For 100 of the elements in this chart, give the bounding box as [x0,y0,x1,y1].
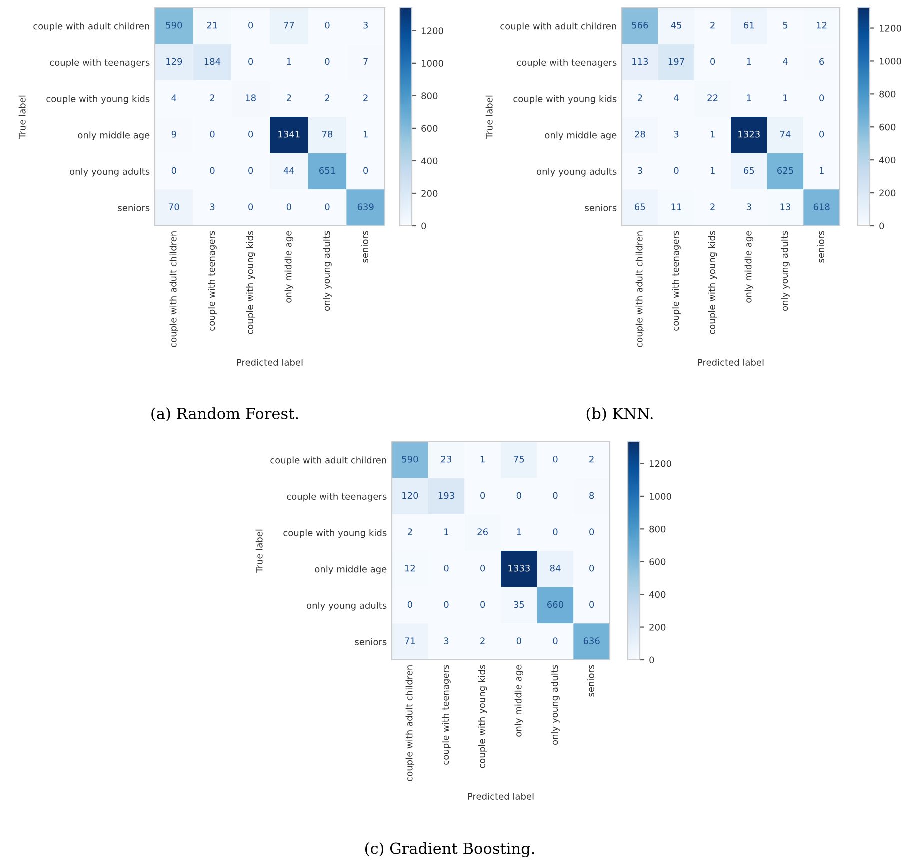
data-label: 0 [444,564,449,572]
y-tick-label: seniors [355,638,387,646]
data-label: 2 [590,456,594,463]
data-label: 12 [817,22,827,29]
data-label: 1333 [508,564,530,572]
color-bar-label: 800 [650,526,666,533]
data-label: 1 [480,456,485,463]
y-axis-title: True label [486,96,493,139]
color-bar-label: 200 [422,190,438,198]
y-tick-label: couple with teenagers [287,493,387,502]
data-label: 1 [444,528,449,536]
data-label: 0 [444,601,449,608]
y-tick-label: seniors [585,204,617,212]
color-bar-label: 200 [650,624,666,631]
data-label: 0 [325,58,330,66]
data-label: 12 [405,564,416,572]
y-tick-label: couple with teenagers [50,59,150,68]
x-tick-label: seniors [817,231,824,263]
color-bar-label: 200 [880,190,896,197]
y-tick-label: couple with young kids [46,95,150,104]
data-label: 0 [820,130,824,138]
data-label: 2 [480,638,485,644]
x-tick-label: only middle age [744,231,754,303]
data-label: 651 [320,167,336,174]
color-bar-label: 1200 [650,460,672,468]
y-tick-label: couple with adult children [270,456,386,466]
data-label: 0 [553,456,558,463]
x-tick-label: couple with teenagers [208,231,217,331]
data-label: 35 [514,601,524,608]
x-axis-title: Predicted label [698,358,764,366]
data-label: 184 [204,58,221,66]
data-label: 1 [710,131,715,138]
data-label: 21 [207,22,218,29]
data-label: 639 [358,204,374,210]
data-label: 74 [780,131,791,138]
x-axis-title: Predicted label [237,358,303,366]
data-label: 70 [169,204,180,210]
y-tick-label: only middle age [545,132,617,140]
x-tick-label: couple with teenagers [672,231,681,331]
data-label: 11 [672,204,682,210]
data-label: 9 [172,130,176,138]
data-label: 0 [248,130,254,138]
data-label: 7 [364,58,368,65]
data-label: 0 [553,492,558,500]
data-label: 1 [710,167,715,174]
data-label: 0 [480,492,486,500]
color-bar-label: 600 [422,125,438,132]
data-label: 0 [553,638,558,644]
data-label: 1 [747,94,752,102]
data-label: 44 [284,167,294,174]
data-label: 1323 [738,130,760,138]
data-label: 3 [674,130,679,138]
data-label: 2 [210,94,214,102]
data-label: 0 [820,94,824,102]
color-bar-label: 1000 [422,60,444,67]
data-label: 18 [246,94,256,102]
data-label: 0 [710,58,716,66]
data-label: 28 [635,130,646,138]
data-label: 65 [635,204,646,210]
data-label: 129 [166,58,182,66]
color-bar-label: 1200 [880,24,901,32]
data-label: 61 [744,22,754,29]
y-tick-label: couple with young kids [514,95,617,104]
text: (a) Random Forest. [152,408,298,422]
data-label: 2 [638,94,642,102]
x-tick-label: couple with young kids [708,231,718,334]
data-label: 2 [710,22,715,29]
data-label: 4 [783,58,788,65]
data-label: 590 [402,456,418,463]
data-label: 0 [325,204,330,210]
data-label: 590 [166,22,182,29]
data-label: 45 [671,22,682,29]
data-label: 0 [674,167,679,174]
color-bar-label: 1000 [650,493,672,500]
data-label: 2 [408,528,412,536]
data-label: 0 [553,528,558,536]
y-tick-label: couple with adult children [500,22,616,32]
data-label: 0 [210,167,215,174]
y-tick-label: only young adults [307,602,387,611]
data-label: 4 [674,94,679,102]
data-label: 0 [408,601,412,608]
data-label: 84 [550,564,561,572]
data-label: 2 [325,94,330,102]
color-bar-label: 0 [422,222,426,230]
color-bar-label: 400 [879,156,896,164]
color-bar-label: 1000 [880,58,901,65]
y-tick-label: only middle age [315,566,387,574]
data-label: 1 [517,528,522,536]
data-label: 5 [783,22,788,29]
y-tick-label: couple with young kids [284,529,387,538]
data-label: 3 [746,204,752,210]
data-label: 3 [210,204,215,210]
data-label: 3 [364,22,368,29]
data-label: 1 [364,131,368,138]
data-label: 120 [402,492,418,500]
data-label: 0 [248,204,254,210]
data-label: 0 [516,492,522,500]
data-label: 22 [708,94,718,102]
data-label: 13 [780,204,791,210]
data-label: 3 [444,638,449,644]
